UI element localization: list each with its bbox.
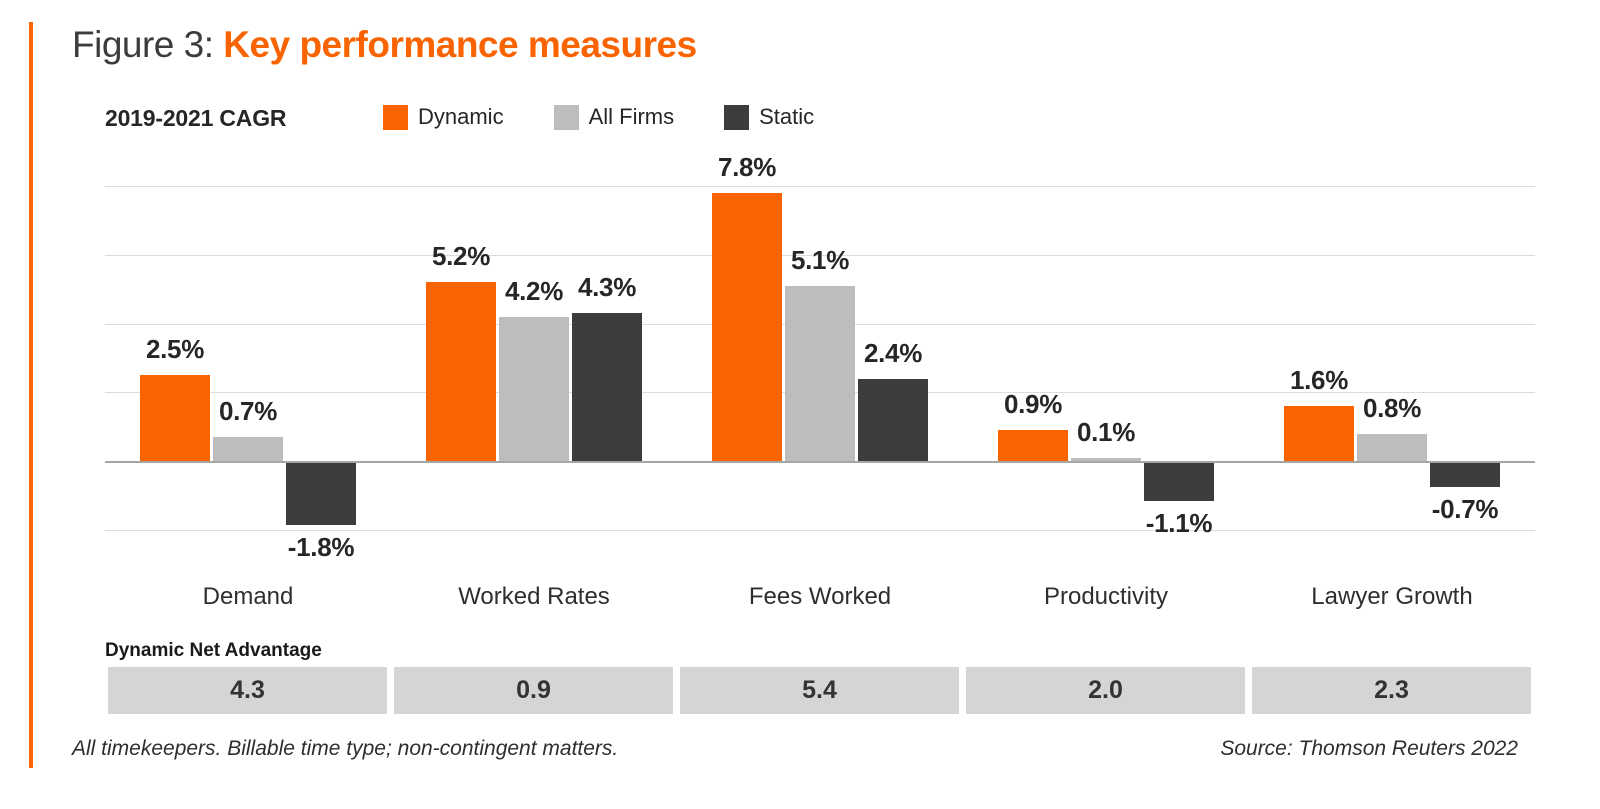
gridline-8pct bbox=[105, 186, 1535, 187]
figure-number-label: Figure 3: bbox=[72, 24, 214, 65]
left-accent-rule bbox=[29, 22, 33, 768]
net-advantage-value-lawyer-growth: 2.3 bbox=[1252, 667, 1531, 714]
gridline-6pct bbox=[105, 254, 1535, 256]
bar-value-label: -1.1% bbox=[1145, 507, 1213, 538]
bar-value-label: 0.8% bbox=[1362, 392, 1422, 423]
bar-static-demand bbox=[286, 463, 356, 525]
net-advantage-value-demand: 4.3 bbox=[108, 667, 387, 714]
category-label-fees-worked: Fees Worked bbox=[748, 583, 892, 610]
bar-value-label: 4.2% bbox=[504, 275, 564, 306]
legend-item-label: All Firms bbox=[588, 104, 675, 129]
bar-value-label: -1.8% bbox=[287, 531, 355, 562]
bar-value-label: 2.5% bbox=[145, 334, 205, 365]
bar-all-firms-productivity bbox=[1071, 457, 1141, 461]
bar-all-firms-demand bbox=[213, 436, 283, 461]
legend-item-dynamic: Dynamic bbox=[383, 104, 504, 130]
chart-legend: Dynamic All Firms Static bbox=[383, 104, 864, 130]
bar-static-worked-rates bbox=[572, 313, 642, 461]
category-label-lawyer-growth: Lawyer Growth bbox=[1311, 583, 1473, 610]
footnote-methodology: All timekeepers. Billable time type; non… bbox=[72, 737, 619, 760]
bar-value-label: 5.2% bbox=[431, 241, 491, 272]
bar-value-label: 1.6% bbox=[1289, 365, 1349, 395]
bar-value-label: 0.1% bbox=[1076, 416, 1136, 447]
zero-axis-line bbox=[105, 461, 1535, 463]
bar-value-label: -0.7% bbox=[1431, 494, 1499, 525]
bar-static-fees-worked bbox=[858, 378, 928, 461]
bar-value-label: 7.8% bbox=[717, 151, 777, 182]
bar-all-firms-worked-rates bbox=[499, 316, 569, 461]
chart-heading-cagr: 2019-2021 CAGR bbox=[105, 105, 287, 131]
bar-value-label: 0.9% bbox=[1003, 389, 1063, 420]
legend-item-all-firms: All Firms bbox=[553, 104, 675, 130]
legend-item-static: Static bbox=[724, 104, 814, 130]
bar-dynamic-demand bbox=[140, 375, 210, 461]
footnote-source: Source: Thomson Reuters 2022 bbox=[1220, 737, 1518, 760]
net-advantage-row: 4.3 0.9 5.4 2.0 2.3 bbox=[105, 667, 1535, 714]
net-advantage-value-worked-rates: 0.9 bbox=[394, 667, 673, 714]
category-label-productivity: Productivity bbox=[1043, 583, 1169, 610]
bar-dynamic-productivity bbox=[998, 430, 1068, 461]
category-axis: Demand Worked Rates Fees Worked Productivit… bbox=[105, 583, 1535, 613]
legend-swatch-icon bbox=[553, 104, 579, 130]
legend-item-label: Static bbox=[759, 104, 815, 129]
net-advantage-label: Dynamic Net Advantage bbox=[105, 640, 322, 661]
legend-swatch-icon bbox=[383, 104, 408, 130]
legend-item-label: Dynamic bbox=[418, 104, 504, 129]
bar-dynamic-lawyer-growth bbox=[1284, 406, 1354, 461]
figure-title-text: Key performance measures bbox=[223, 24, 697, 65]
bar-value-label: 4.3% bbox=[577, 272, 637, 303]
bar-all-firms-lawyer-growth bbox=[1357, 433, 1427, 461]
bar-dynamic-fees-worked bbox=[712, 192, 782, 461]
net-advantage-value-fees-worked: 5.4 bbox=[680, 667, 959, 714]
figure-title: Figure 3: Key performance measures bbox=[72, 24, 697, 66]
category-label-demand: Demand bbox=[202, 583, 294, 610]
bar-value-label: 0.7% bbox=[218, 395, 278, 426]
bar-static-productivity bbox=[1144, 463, 1214, 501]
bar-all-firms-fees-worked bbox=[785, 285, 855, 461]
bar-chart-plot-area: 2.5% 0.7% -1.8% 5.2% 4.2% 4.3% 7.8% 5.1% 2.4% 0.9… bbox=[105, 152, 1535, 562]
legend-swatch-icon bbox=[724, 104, 750, 130]
category-label-worked-rates: Worked Rates bbox=[458, 583, 610, 610]
bar-value-label: 5.1% bbox=[790, 244, 850, 275]
bar-static-lawyer-growth bbox=[1430, 463, 1500, 488]
net-advantage-value-productivity: 2.0 bbox=[966, 667, 1245, 714]
gridline--2pct bbox=[105, 529, 1535, 531]
bar-dynamic-worked-rates bbox=[426, 282, 496, 461]
bar-value-label: 2.4% bbox=[863, 337, 923, 368]
